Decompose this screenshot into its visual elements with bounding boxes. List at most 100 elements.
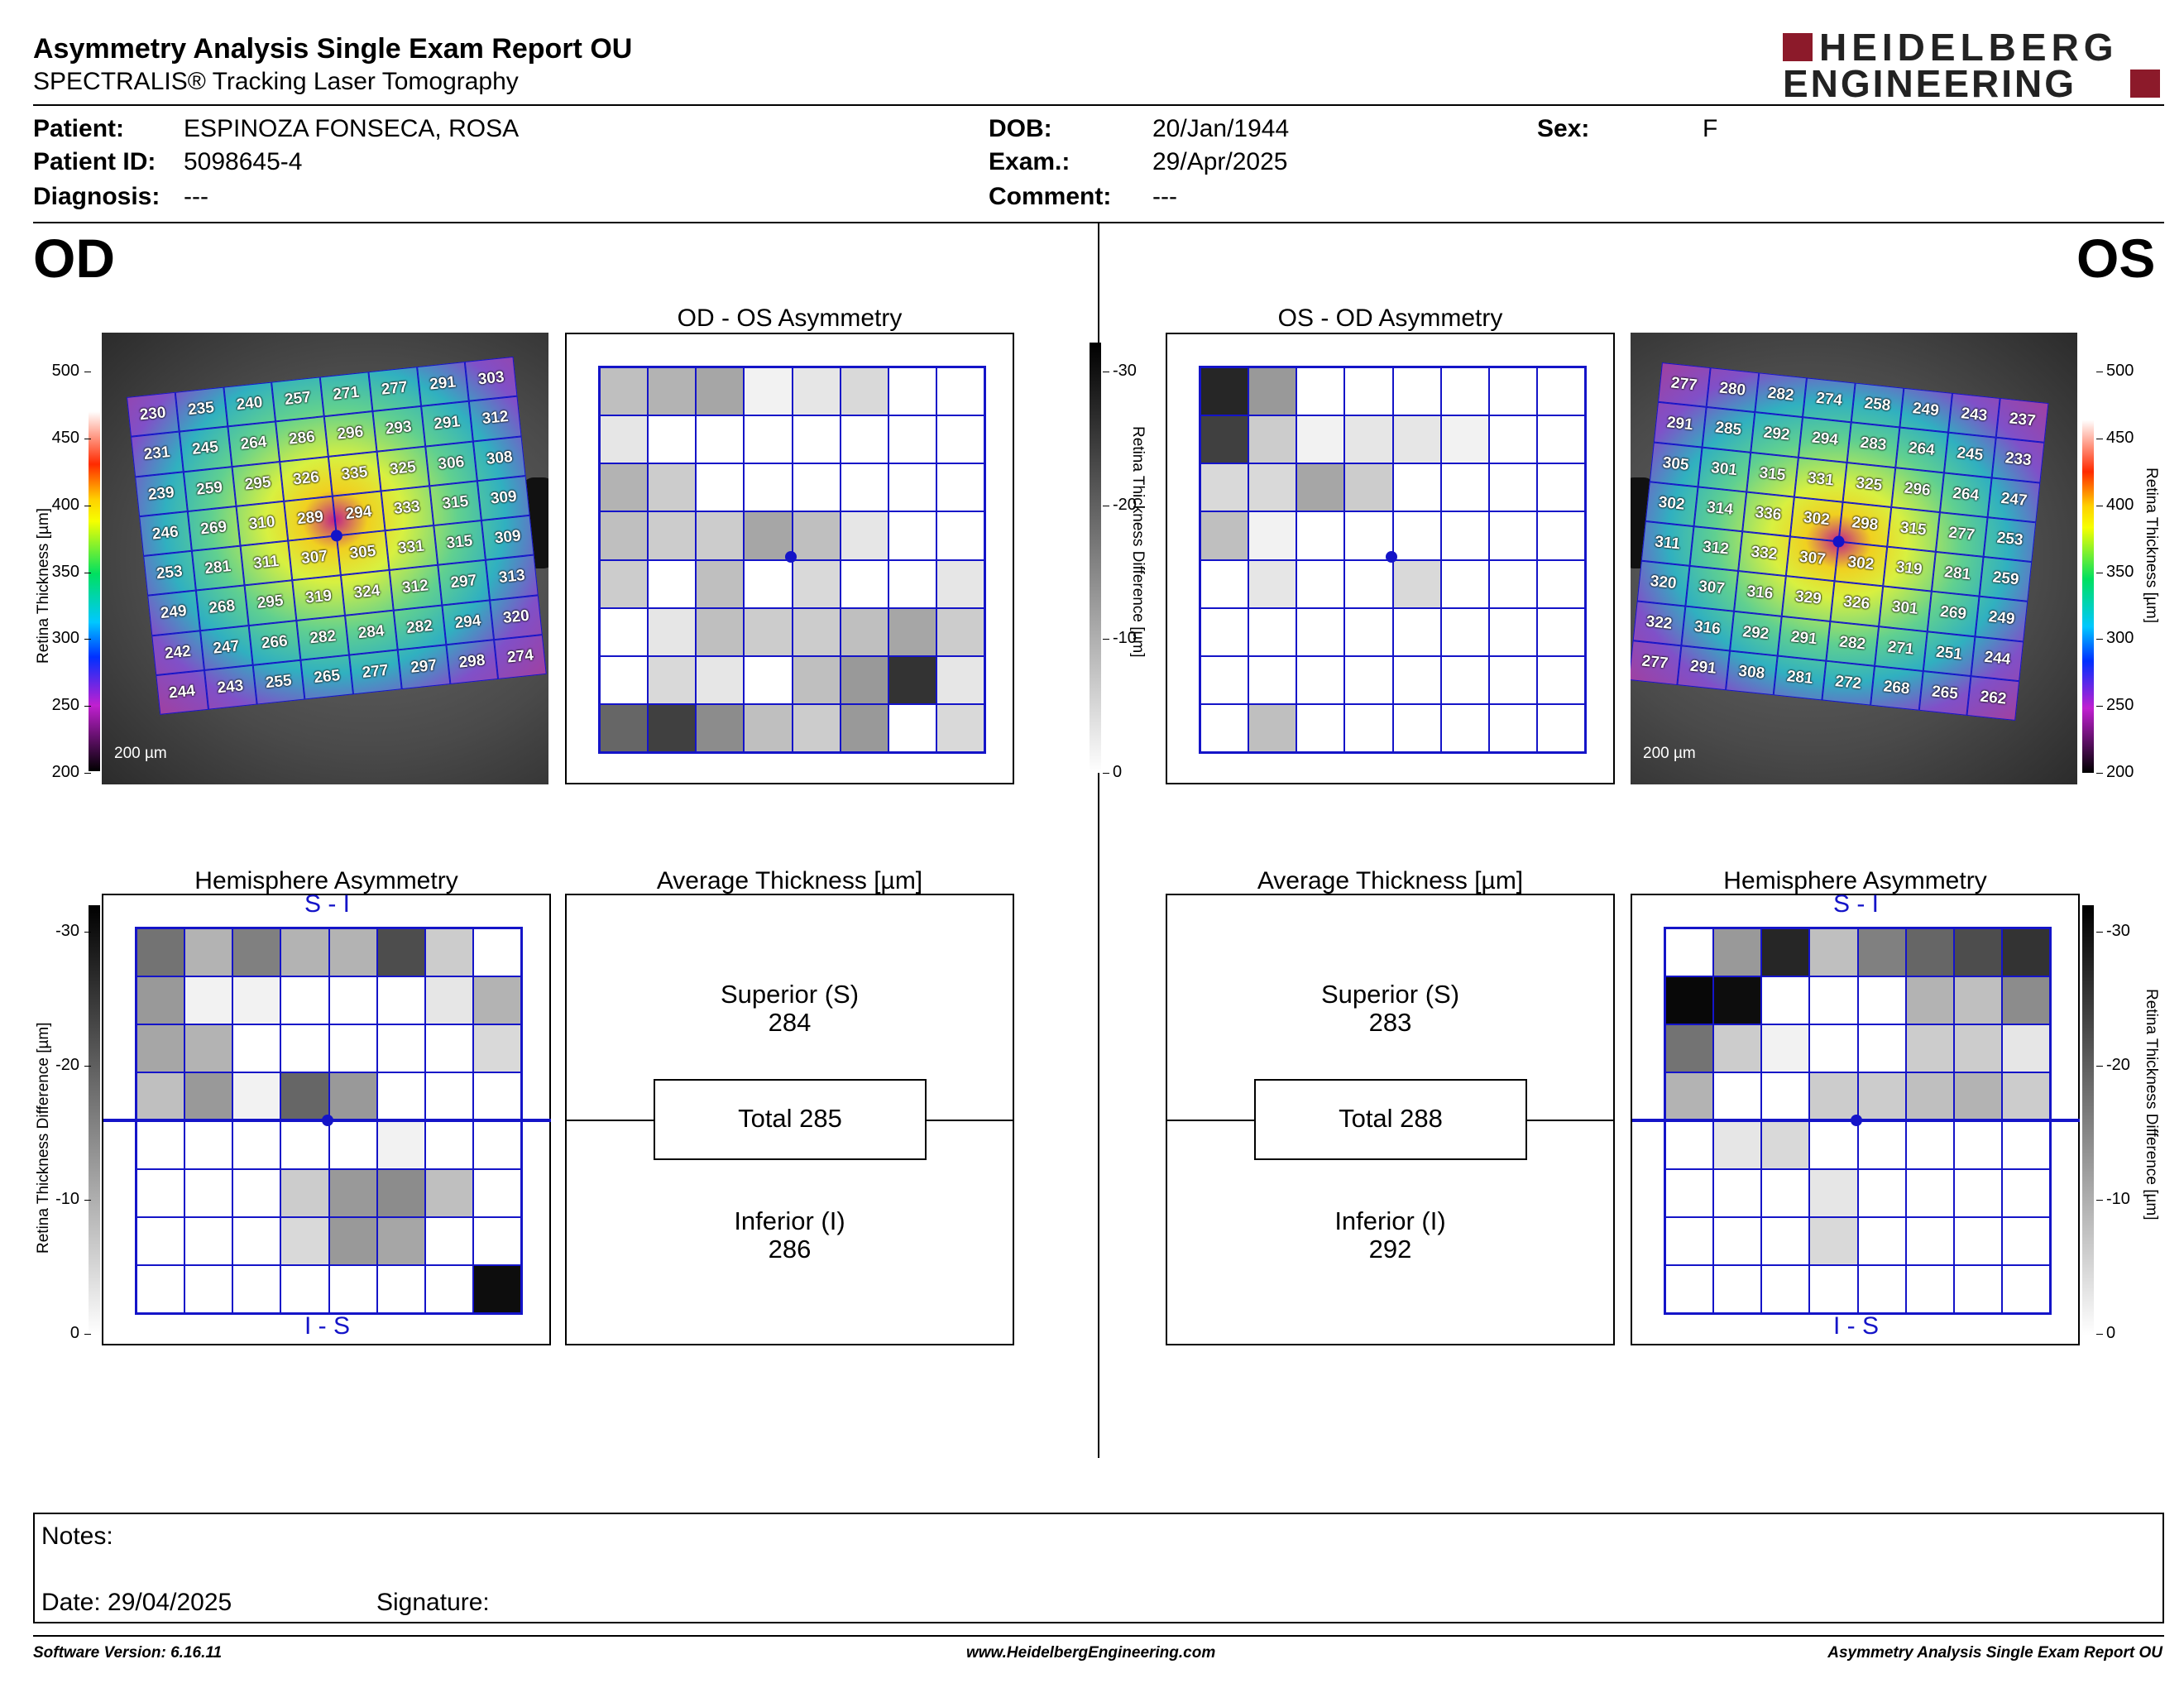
os-hemisphere-cell [2001, 1024, 2050, 1073]
os-hemisphere-cell [2001, 928, 2050, 977]
os-thickness-cell: 298 [1838, 501, 1892, 547]
od-asymmetry-cell [792, 703, 841, 752]
os-hemisphere-cell [1809, 1264, 1858, 1313]
os-thickness-cell: 274 [1803, 377, 1856, 423]
os-hemisphere-cell [1761, 1168, 1810, 1217]
os-hemisphere-cell [1905, 1264, 1954, 1313]
od-hemisphere-cell [328, 928, 377, 977]
od-thickness-cell: 269 [187, 506, 241, 551]
od-asymmetry-cell [600, 415, 649, 464]
od-hemisphere-cell [376, 928, 425, 977]
diagnosis-label: Diagnosis: [33, 183, 160, 210]
od-asymmetry-cell [744, 703, 793, 752]
os-thickness-cell: 316 [1733, 571, 1787, 616]
od-asymmetry-cell [936, 415, 984, 464]
os-hemisphere-cell [2001, 1120, 2050, 1169]
os-asymmetry-cell [1296, 463, 1345, 512]
center-divider [1098, 223, 1099, 1458]
os-thickness-cell: 302 [1645, 481, 1698, 527]
od-thickness-cell: 246 [139, 511, 192, 556]
od-thickness-cell: 305 [336, 530, 390, 576]
os-asymmetry-cell [1248, 703, 1297, 752]
od-hemisphere-cell [472, 1072, 521, 1121]
od-hemisphere-cell [376, 1264, 425, 1313]
os-thickness-cell: 285 [1702, 407, 1755, 453]
od-asymmetry-cell [888, 703, 936, 752]
od-hemisphere-cell [136, 1168, 185, 1217]
od-hemisphere-cell [328, 1072, 377, 1121]
od-thickness-cell: 259 [183, 466, 236, 511]
os-asymmetry-cell [1392, 511, 1441, 560]
od-hemisphere-cell [328, 1216, 377, 1265]
os-thickness-tick-mark [2096, 773, 2103, 774]
od-hemisphere-cell [280, 1120, 329, 1169]
od-asymmetry-cell [888, 607, 936, 656]
os-thickness-cell: 233 [1991, 437, 2045, 483]
center-difference-tick-label: -30 [1113, 362, 1137, 380]
os-asymmetry-cell [1488, 367, 1537, 416]
notes-box[interactable]: Notes: Date: 29/04/2025 Signature: [33, 1513, 2164, 1623]
od-hemisphere-cell [184, 1024, 233, 1073]
os-hemisphere-cell [1713, 1024, 1762, 1073]
od-hemisphere-cell [184, 928, 233, 977]
od-hemisphere-cell [472, 1120, 521, 1169]
od-thickness-cell: 297 [437, 559, 491, 606]
od-thickness-cell: 255 [252, 659, 305, 705]
os-hemisphere-cell [1857, 1072, 1906, 1121]
os-thickness-cell: 301 [1698, 447, 1751, 492]
os-difference-tick-label: 0 [2106, 1324, 2116, 1342]
od-fovea-marker-icon [785, 551, 797, 563]
od-asymmetry-cell [696, 415, 745, 464]
od-asymmetry-cell [744, 463, 793, 512]
os-hemisphere-cell [1809, 928, 1858, 977]
os-thickness-cell: 301 [1878, 586, 1932, 631]
exam-value: 29/Apr/2025 [1152, 148, 1288, 175]
os-hemisphere-cell [1857, 1264, 1906, 1313]
os-asymmetry-cell [1344, 463, 1393, 512]
os-asymmetry-cell [1200, 367, 1249, 416]
os-asymmetry-cell [1392, 367, 1441, 416]
od-inferior-value: 286 [768, 1235, 812, 1264]
od-asymmetry-cell [648, 463, 697, 512]
od-thickness-cell: 324 [340, 570, 394, 616]
od-thickness-cell: 303 [464, 356, 518, 401]
os-hemisphere-cell [1713, 1168, 1762, 1217]
os-thickness-cell: 282 [1754, 372, 1808, 418]
os-asymmetry-cell [1200, 655, 1249, 704]
od-asymmetry-cell [744, 607, 793, 656]
os-hemisphere-cell [1713, 1120, 1762, 1169]
os-hemisphere-cell [1905, 1120, 1954, 1169]
os-hemisphere-cell [1857, 1168, 1906, 1217]
os-hemisphere-cell [1761, 976, 1810, 1025]
od-asymmetry-cell [648, 559, 697, 608]
od-thickness-cell: 291 [416, 362, 470, 407]
od-hemisphere-cell [472, 1024, 521, 1073]
os-thickness-cell: 281 [1773, 655, 1827, 701]
os-thickness-cell: 253 [1983, 516, 2037, 563]
os-hemisphere-cell [1713, 1264, 1762, 1313]
od-thickness-cell: 231 [131, 431, 184, 477]
od-thickness-cell: 294 [441, 599, 495, 645]
od-average-title: Average Thickness [µm] [656, 867, 923, 894]
os-hemisphere-cell [1857, 1216, 1906, 1265]
od-thickness-cell: 294 [332, 491, 386, 536]
sex-value: F [1703, 115, 1718, 142]
os-thickness-cell: 264 [1895, 427, 1948, 472]
od-asymmetry-cell [792, 463, 841, 512]
footer-website-link[interactable]: www.HeidelbergEngineering.com [966, 1644, 1216, 1662]
os-asymmetry-cell [1296, 703, 1345, 752]
os-asymmetry-cell [1200, 463, 1249, 512]
od-hemisphere-cell [328, 1264, 377, 1313]
os-hemisphere-cell [1809, 1072, 1858, 1121]
od-thickness-tick-mark [84, 639, 91, 640]
od-thickness-tick-mark [84, 706, 91, 707]
os-hemisphere-cell [1665, 928, 1714, 977]
os-inferior-value: 292 [1368, 1235, 1412, 1264]
od-asymmetry-cell [648, 607, 697, 656]
os-hemisphere-cell [1905, 928, 1954, 977]
os-hemisphere-cell [2001, 1072, 2050, 1121]
os-thickness-cell: 280 [1706, 367, 1759, 413]
os-thickness-cell: 305 [1649, 441, 1703, 487]
od-thickness-cell: 281 [191, 545, 245, 591]
os-hemisphere-cell [1905, 1168, 1954, 1217]
